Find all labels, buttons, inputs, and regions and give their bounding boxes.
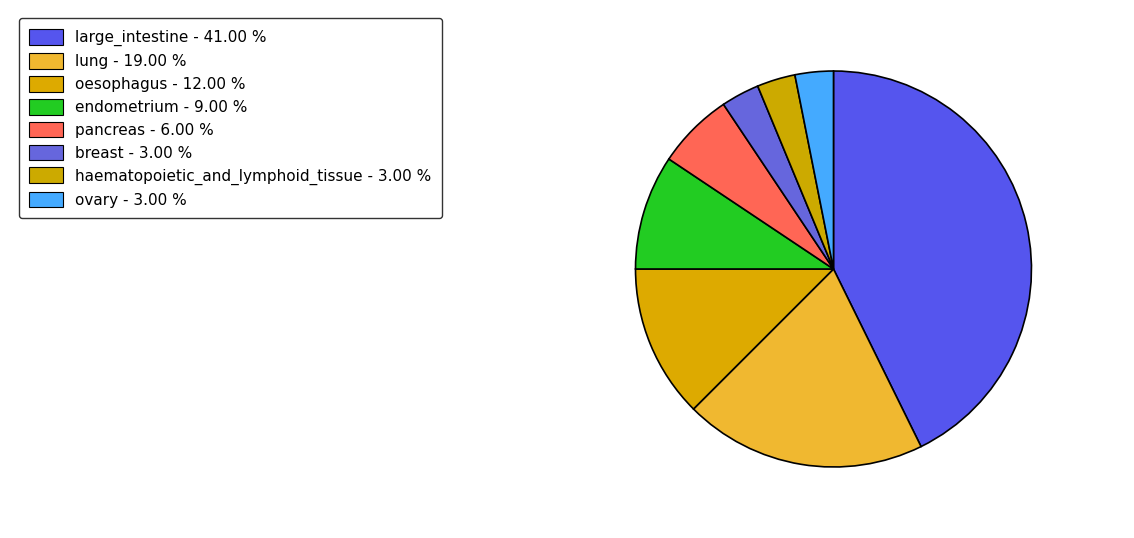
Wedge shape: [694, 269, 921, 467]
Wedge shape: [669, 104, 833, 269]
Legend: large_intestine - 41.00 %, lung - 19.00 %, oesophagus - 12.00 %, endometrium - 9: large_intestine - 41.00 %, lung - 19.00 …: [18, 18, 442, 218]
Wedge shape: [795, 71, 833, 269]
Wedge shape: [758, 75, 833, 269]
Wedge shape: [635, 269, 833, 409]
Wedge shape: [723, 86, 833, 269]
Wedge shape: [833, 71, 1032, 447]
Wedge shape: [635, 159, 833, 269]
